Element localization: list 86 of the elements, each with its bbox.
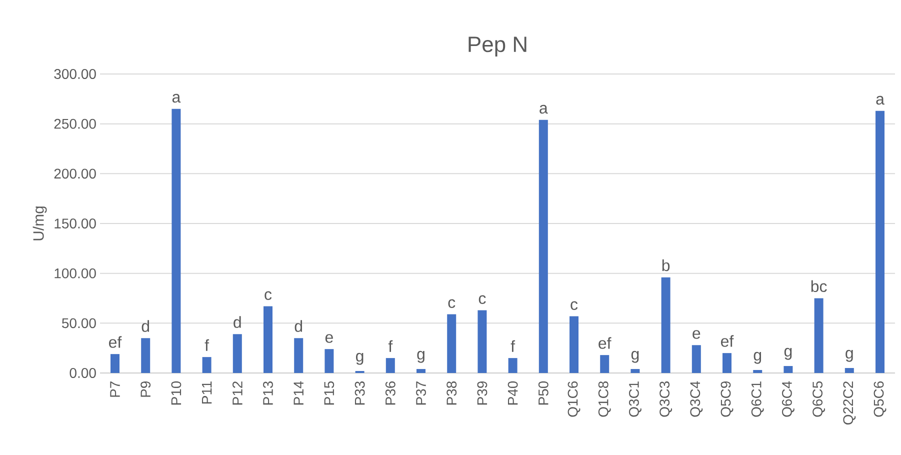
bar (478, 310, 487, 373)
x-tick-label: Q3C3 (660, 381, 672, 417)
annotation: c (448, 299, 456, 308)
annotation: a (876, 96, 884, 105)
x-tick-label: P37 (416, 382, 426, 405)
bar (630, 369, 640, 373)
annotation: g (356, 352, 364, 365)
x-tick-label: P12 (232, 382, 242, 405)
x-tick-label: P11 (202, 381, 212, 404)
y-tick-label: 100.00 (54, 268, 96, 278)
bar (416, 369, 426, 373)
bar (294, 338, 304, 373)
x-tick-label: Q3C1 (628, 381, 642, 417)
bar (876, 110, 885, 373)
x-tick-label: P50 (538, 381, 548, 405)
y-tick-label: 300.00 (54, 69, 96, 79)
annotation: d (294, 320, 302, 332)
bar (141, 338, 150, 373)
bar (324, 349, 334, 373)
annotation: f (388, 340, 393, 352)
bar (692, 345, 701, 373)
annotation: g (754, 352, 762, 364)
bar (202, 357, 212, 373)
bar (232, 334, 242, 373)
y-tick-label: 150.00 (54, 218, 96, 228)
bar (172, 108, 181, 373)
bar (722, 353, 732, 373)
annotation: g (846, 350, 853, 362)
x-tick-label: Q5C9 (720, 381, 734, 417)
x-tick-label: Q6C4 (782, 381, 794, 417)
x-tick-label: Q22C2 (843, 382, 856, 424)
bar (508, 358, 518, 373)
x-tick-label: Q1C8 (598, 381, 611, 417)
annotation: c (264, 291, 272, 300)
x-tick-label: Q1C6 (568, 381, 580, 417)
x-tick-label: Q5C6 (874, 381, 886, 417)
bar (753, 370, 762, 373)
annotation: ef (109, 336, 122, 348)
bar (784, 366, 793, 373)
x-tick-label: P40 (508, 381, 518, 405)
y-tick-label: 200.00 (54, 168, 96, 179)
x-tick-label: Q6C5 (812, 381, 826, 417)
annotation: b (662, 259, 670, 272)
annotation: ef (721, 335, 734, 347)
bar (661, 277, 670, 373)
annotation: g (631, 350, 639, 363)
bar (386, 358, 395, 373)
x-tick-label: P39 (477, 381, 488, 405)
bar (844, 368, 854, 373)
bar (600, 355, 610, 373)
x-tick-label: P33 (354, 381, 365, 405)
x-tick-label: P14 (294, 381, 304, 405)
annotation: g (417, 350, 424, 363)
y-tick-label: 50.00 (62, 318, 96, 328)
x-tick-label: P7 (110, 382, 120, 397)
annotation: c (478, 295, 486, 304)
x-tick-label: P36 (385, 381, 396, 405)
x-tick-label: P9 (140, 381, 151, 397)
x-tick-label: P15 (324, 381, 334, 405)
y-tick-label: 250.00 (54, 118, 96, 129)
annotation: e (325, 334, 333, 343)
x-tick-label: Q6C1 (751, 381, 764, 417)
annotation: a (172, 94, 181, 103)
annotation: a (540, 104, 548, 114)
annotation: e (692, 330, 700, 339)
y-axis-title: U/mg (32, 206, 47, 240)
x-tick-label: P38 (446, 381, 457, 405)
bar (447, 314, 456, 373)
annotation: c (570, 301, 578, 310)
chart-title: Pep N (468, 36, 526, 56)
annotation: d (234, 316, 241, 328)
annotation: bc (811, 280, 827, 292)
bar (110, 354, 120, 373)
annotation: f (204, 339, 210, 351)
bar (538, 120, 548, 373)
annotation: f (510, 340, 516, 352)
annotation: g (784, 348, 792, 360)
y-tick-label: 0.00 (70, 368, 96, 378)
bar (570, 316, 579, 373)
bar (814, 298, 824, 373)
x-tick-label: Q3C4 (690, 381, 703, 417)
x-tick-label: P10 (171, 381, 182, 405)
bar (264, 306, 273, 373)
x-tick-label: P13 (263, 381, 273, 405)
annotation: ef (598, 337, 612, 349)
annotation: d (142, 320, 150, 332)
